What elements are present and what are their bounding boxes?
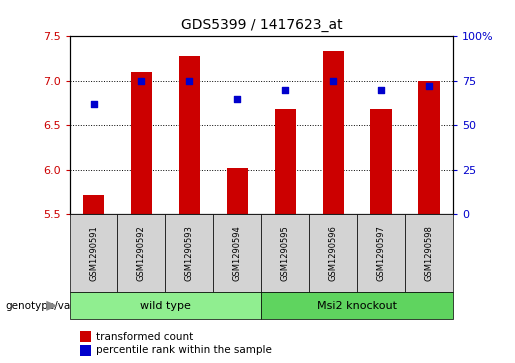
Bar: [322, 52, 344, 214]
Bar: [83, 195, 105, 214]
Text: GSM1290596: GSM1290596: [329, 225, 338, 281]
Point: [329, 78, 337, 83]
Text: GSM1290591: GSM1290591: [89, 225, 98, 281]
Point: [90, 101, 98, 107]
Text: GSM1290593: GSM1290593: [185, 225, 194, 281]
Text: Msi2 knockout: Msi2 knockout: [317, 301, 397, 311]
Bar: [274, 109, 296, 214]
Point: [281, 87, 289, 93]
Bar: [179, 56, 200, 214]
Text: GSM1290595: GSM1290595: [281, 225, 290, 281]
Title: GDS5399 / 1417623_at: GDS5399 / 1417623_at: [181, 19, 342, 33]
Bar: [370, 109, 392, 214]
Text: genotype/variation: genotype/variation: [5, 301, 104, 311]
Text: percentile rank within the sample: percentile rank within the sample: [96, 345, 272, 355]
Text: GSM1290597: GSM1290597: [377, 225, 386, 281]
Point: [185, 78, 194, 83]
Point: [138, 78, 146, 83]
Text: wild type: wild type: [140, 301, 191, 311]
Point: [377, 87, 385, 93]
Point: [233, 96, 242, 102]
Text: transformed count: transformed count: [96, 332, 194, 342]
Bar: [418, 81, 440, 214]
Point: [425, 83, 433, 89]
Text: GSM1290598: GSM1290598: [425, 225, 434, 281]
Bar: [227, 168, 248, 214]
Text: GSM1290592: GSM1290592: [137, 225, 146, 281]
Bar: [131, 72, 152, 214]
Text: GSM1290594: GSM1290594: [233, 225, 242, 281]
